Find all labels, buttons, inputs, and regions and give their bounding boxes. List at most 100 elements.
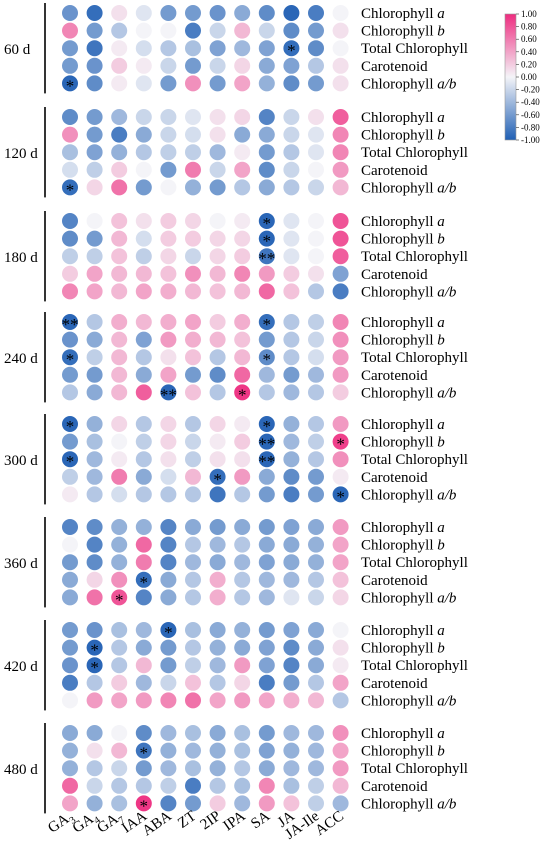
cell-dot [332, 144, 349, 161]
cell-dot [135, 265, 152, 282]
cell-dot [62, 674, 78, 691]
cell-dot [111, 795, 128, 812]
cell-dot [332, 109, 349, 125]
cell-dot [258, 795, 275, 812]
cell-dot [283, 366, 300, 383]
cell-dot [258, 384, 275, 401]
cell-dot [185, 571, 201, 588]
cell-dot [135, 314, 152, 330]
row-label-text: Total Chlorophyll [361, 452, 468, 468]
row-label-italic: a/b [437, 693, 457, 709]
cell-dot [135, 230, 152, 247]
cell-dot [135, 416, 152, 432]
cell-dot [209, 657, 226, 674]
row-label-text: Total Chlorophyll [361, 145, 468, 161]
cell-dot [332, 265, 349, 282]
cell-dot [209, 40, 226, 57]
cell-dot [135, 349, 152, 366]
row-label: Chlorophyll a [361, 520, 445, 536]
cell-dot [283, 554, 300, 571]
cell-dot [86, 622, 103, 638]
cell-dot [258, 230, 275, 247]
significance-mark: * [263, 232, 272, 251]
cell-dot [135, 554, 152, 571]
cell-dot [258, 349, 275, 366]
group-label: 120 d [4, 146, 38, 162]
cell-dot [209, 536, 226, 553]
cell-dot [234, 109, 251, 125]
cell-dot [62, 622, 78, 638]
cell-dot [135, 639, 152, 656]
cell-dot [209, 5, 226, 21]
row-label-text: Chlorophyll [361, 6, 437, 22]
row-label-text: Carotenoid [361, 368, 428, 384]
cell-dot [86, 571, 103, 588]
colorbar-tick-label: -0.60 [521, 110, 540, 120]
cell-dot [62, 283, 78, 300]
cell-dot [160, 283, 177, 300]
cell-dot [111, 75, 128, 92]
cell-dot [135, 366, 152, 383]
cell-dot [185, 349, 201, 366]
cell-dot [62, 384, 78, 401]
cell-dot [62, 536, 78, 553]
cell-dot [160, 144, 177, 161]
cell-dot [135, 589, 152, 606]
significance-mark: ** [258, 249, 275, 268]
cell-dot [308, 366, 324, 383]
cell-dot [185, 554, 201, 571]
cell-dot [332, 468, 349, 485]
cell-dot [160, 433, 177, 450]
cell-dot [160, 725, 177, 741]
cell-dot [332, 589, 349, 606]
cell-dot [135, 248, 152, 265]
cell-dot [111, 554, 128, 571]
cell-dot [332, 795, 349, 812]
cell-dot [332, 536, 349, 553]
cell-dot [308, 161, 324, 178]
cell-dot [62, 486, 78, 503]
significance-mark: ** [160, 385, 177, 404]
row-label-text: Chlorophyll [361, 744, 437, 760]
cell-dot [209, 468, 226, 485]
cell-dot [86, 519, 103, 535]
cell-dot [209, 283, 226, 300]
cell-dot [234, 725, 251, 741]
cell-dot [332, 742, 349, 759]
cell-dot [308, 109, 324, 125]
row-label-text: Chlorophyll [361, 693, 437, 709]
significance-mark: * [140, 744, 149, 763]
significance-mark: * [90, 658, 99, 677]
cell-dot [160, 57, 177, 74]
cell-dot [86, 349, 103, 366]
column-label-base: GA [94, 811, 121, 837]
row-label-text: Total Chlorophyll [361, 761, 468, 777]
cell-dot [234, 230, 251, 247]
colorbar-tick-label: 0.40 [521, 47, 537, 57]
cell-dot [258, 22, 275, 39]
cell-dot [332, 519, 349, 535]
cell-dot [111, 674, 128, 691]
cell-dot [258, 5, 275, 21]
cell-dot [332, 331, 349, 348]
cell-dot [62, 230, 78, 247]
row-label: Chlorophyll b [361, 744, 445, 760]
cell-dot [62, 795, 78, 812]
cell-dot [185, 451, 201, 468]
row-label-text: Carotenoid [361, 267, 428, 283]
cell-dot [160, 40, 177, 57]
cell-dot [308, 639, 324, 656]
cell-dot [258, 486, 275, 503]
cell-dot [234, 213, 251, 229]
cell-dot [185, 486, 201, 503]
row-label-text: Chlorophyll [361, 435, 437, 451]
row-label-italic: a [437, 417, 445, 433]
row-label-text: Chlorophyll [361, 590, 437, 606]
cell-dot [209, 622, 226, 638]
cell-dot [160, 795, 177, 812]
row-label-italic: a [437, 726, 445, 742]
cell-dot [283, 486, 300, 503]
